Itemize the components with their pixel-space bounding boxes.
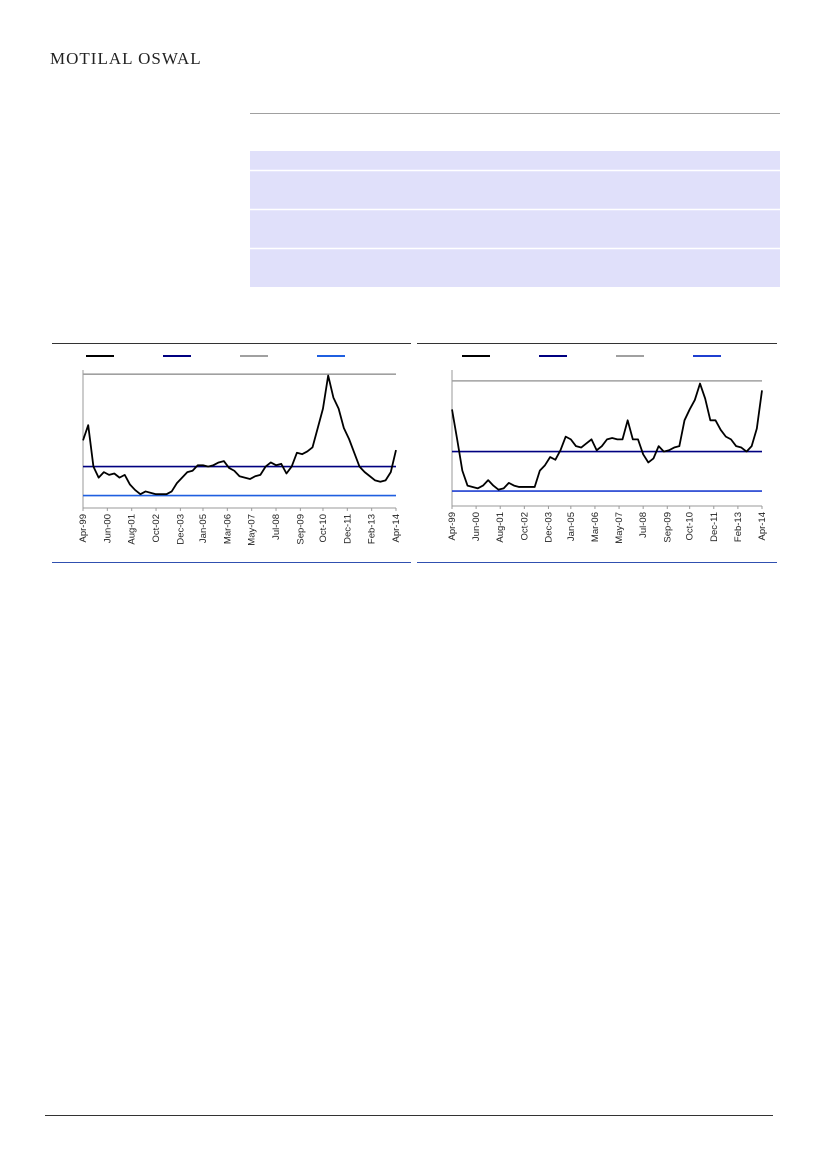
x-tick-label: Jan-05 <box>566 512 577 541</box>
x-tick-label: Dec-03 <box>543 512 554 543</box>
x-tick-label: Apr-14 <box>391 514 402 543</box>
x-tick-label: Sep-09 <box>295 514 306 545</box>
x-tick-label: Jul-08 <box>271 514 282 540</box>
x-tick-label: Oct-10 <box>685 512 696 541</box>
x-tick-label: Dec-03 <box>175 514 186 545</box>
x-tick-label: Oct-02 <box>151 514 162 543</box>
x-tick-label: Mar-06 <box>222 514 233 544</box>
x-tick-label: Oct-02 <box>519 512 530 541</box>
x-tick-label: Jun-00 <box>102 514 113 543</box>
x-tick-label: Apr-14 <box>757 512 768 541</box>
x-tick-label: Apr-99 <box>78 514 89 543</box>
data-line <box>451 382 763 491</box>
x-tick-label: Jul-08 <box>638 512 649 538</box>
table-band <box>250 151 780 287</box>
data-line <box>82 374 397 496</box>
x-tick-label: Oct-10 <box>318 514 329 543</box>
x-tick-label: Apr-99 <box>447 512 458 541</box>
x-tick-label: Feb-13 <box>367 514 378 544</box>
x-tick-label: Sep-09 <box>662 512 673 543</box>
x-tick-label: Dec-11 <box>342 514 353 544</box>
x-tick-label: May-07 <box>247 514 258 546</box>
x-tick-label: Dec-11 <box>709 512 720 542</box>
x-tick-label: Jun-00 <box>471 512 482 541</box>
x-tick-label: Jan-05 <box>198 514 209 543</box>
x-tick-label: Feb-13 <box>733 512 744 542</box>
x-tick-label: Aug-01 <box>495 512 506 543</box>
logo: MOTILAL OSWAL <box>50 49 202 68</box>
x-tick-label: May-07 <box>614 512 625 544</box>
x-tick-label: Aug-01 <box>127 514 138 545</box>
x-tick-label: Mar-06 <box>590 512 601 542</box>
